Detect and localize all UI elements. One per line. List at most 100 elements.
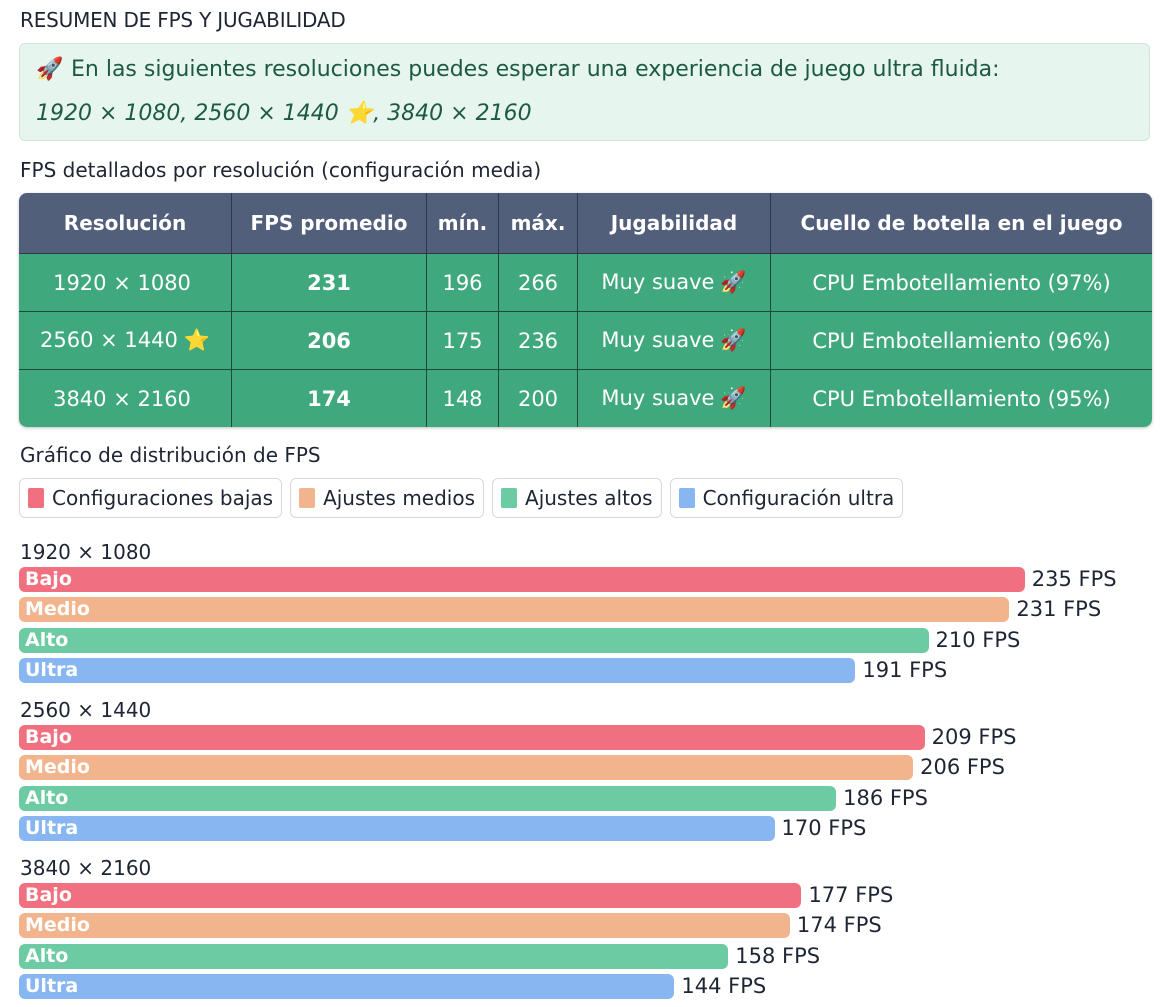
legend-swatch-low	[28, 488, 44, 508]
cell-avg-fps: 206	[232, 312, 427, 370]
cell-min-text: 175	[442, 328, 483, 353]
bar-ultra: Ultra	[19, 973, 675, 999]
cell-min-text: 196	[442, 270, 483, 295]
cell-playability-text: Muy suave	[601, 386, 715, 410]
bar-medium: Medio	[19, 755, 914, 781]
bar-value-label: 170 FPS	[781, 815, 867, 840]
cell-bottleneck: CPU Embotellamiento (97%)	[771, 254, 1152, 312]
cell-avg-fps: 174	[232, 370, 427, 427]
cell-bottleneck: CPU Embotellamiento (95%)	[771, 370, 1152, 427]
cell-playability-text: Muy suave	[601, 270, 715, 294]
legend-item-medium[interactable]: Ajustes medios	[290, 478, 485, 518]
chart-legend: Configuraciones bajas Ajustes medios Aju…	[19, 478, 904, 518]
cell-bottleneck-text: CPU Embotellamiento (95%)	[812, 386, 1111, 411]
bar-low: Bajo	[19, 725, 925, 750]
cell-resolution-text: 1920 × 1080	[53, 270, 191, 295]
bar-value-label: 209 FPS	[931, 725, 1017, 749]
cell-avg-fps: 231	[232, 254, 427, 312]
legend-label: Ajustes altos	[525, 486, 653, 510]
bar-label: Bajo	[25, 884, 72, 906]
cell-playability: Muy suave 🚀	[578, 254, 771, 312]
rocket-icon: 🚀	[36, 57, 64, 82]
legend-item-low[interactable]: Configuraciones bajas	[19, 478, 283, 518]
bar-high: Alto	[19, 785, 837, 811]
table-row: 1920 × 1080 231 196 266 Muy suave 🚀 CPU Embote…	[19, 254, 1152, 312]
bar-value-label: 210 FPS	[935, 627, 1021, 652]
group-label: 2560 × 1440	[20, 698, 152, 722]
bar-label: Bajo	[25, 726, 72, 748]
cell-min-text: 148	[442, 386, 483, 411]
table-row: 3840 × 2160 174 148 200 Muy suave 🚀 CPU Embote…	[19, 370, 1152, 427]
cell-max-text: 200	[517, 386, 559, 411]
cell-avg-fps-text: 206	[307, 328, 351, 353]
legend-item-high[interactable]: Ajustes altos	[492, 478, 662, 518]
cell-playability: Muy suave 🚀	[578, 312, 771, 370]
cell-resolution: 3840 × 2160	[19, 370, 232, 427]
callout-box: 🚀 En las siguientes resoluciones puedes …	[19, 43, 1150, 141]
table-header-row: Resolución FPS promedio mín. máx. Jugabi…	[19, 193, 1152, 254]
cell-bottleneck-text: CPU Embotellamiento (97%)	[812, 270, 1111, 295]
fps-table: Resolución FPS promedio mín. máx. Jugabi…	[19, 193, 1152, 427]
bar-label: Medio	[25, 756, 90, 779]
legend-swatch-ultra	[678, 488, 695, 508]
cell-resolution-text: 3840 × 2160	[53, 386, 191, 411]
callout-text: En las siguientes resoluciones puedes es…	[71, 57, 1000, 82]
bar-high: Alto	[19, 627, 929, 653]
bar-value-label: 191 FPS	[862, 657, 948, 682]
header-min: mín.	[427, 193, 499, 254]
bar-label: Ultra	[25, 658, 79, 681]
bar-label: Alto	[25, 628, 69, 651]
bar-value-label: 235 FPS	[1031, 567, 1117, 591]
bar-value-label: 206 FPS	[920, 755, 1005, 780]
bar-ultra: Ultra	[19, 657, 856, 683]
bar-value-label: 177 FPS	[808, 883, 894, 907]
cell-max: 200	[499, 370, 578, 427]
bar-low: Bajo	[19, 883, 802, 908]
legend-swatch-high	[501, 488, 518, 508]
bar-value-label: 231 FPS	[1016, 597, 1102, 622]
cell-playability: Muy suave 🚀	[578, 370, 771, 427]
legend-label: Configuración ultra	[702, 486, 895, 510]
legend-label: Ajustes medios	[323, 486, 476, 510]
legend-item-ultra[interactable]: Configuración ultra	[669, 478, 904, 518]
cell-resolution: 1920 × 1080	[19, 254, 232, 312]
callout-resolutions-tail: , 3840 × 2160	[373, 101, 532, 126]
chart-title: Gráfico de distribución de FPS	[20, 443, 321, 467]
cell-max: 266	[499, 254, 578, 312]
bar-value-label: 174 FPS	[796, 913, 882, 938]
bar-label: Alto	[25, 786, 69, 809]
legend-swatch-medium	[299, 488, 316, 508]
table-row: 2560 × 1440 ⭐ 206 175 236 Muy suave 🚀 CPU Embot…	[19, 312, 1152, 370]
cell-max: 236	[499, 312, 578, 370]
cell-avg-fps-text: 174	[307, 386, 351, 411]
cell-max-text: 266	[517, 270, 559, 295]
group-label: 1920 × 1080	[20, 540, 152, 564]
bar-medium: Medio	[19, 597, 1010, 623]
callout-resolutions: 1920 × 1080, 2560 × 1440	[36, 101, 339, 126]
header-bottleneck: Cuello de botella en el juego	[771, 193, 1152, 254]
cell-min: 175	[427, 312, 499, 370]
bar-label: Medio	[25, 598, 90, 621]
header-max: máx.	[499, 193, 578, 254]
star-icon: ⭐	[183, 328, 210, 352]
cell-playability-text: Muy suave	[601, 328, 715, 352]
rocket-icon: 🚀	[720, 386, 747, 410]
cell-bottleneck: CPU Embotellamiento (96%)	[771, 312, 1152, 370]
bar-label: Alto	[25, 944, 69, 967]
bar-medium: Medio	[19, 913, 790, 939]
bar-value-label: 144 FPS	[681, 973, 767, 998]
star-icon: ⭐	[345, 101, 374, 126]
cell-resolution: 2560 × 1440 ⭐	[19, 312, 232, 370]
bar-high: Alto	[19, 943, 729, 969]
bar-value-label: 186 FPS	[843, 785, 928, 810]
bar-label: Ultra	[25, 974, 79, 997]
header-playability: Jugabilidad	[578, 193, 771, 254]
cell-max-text: 236	[517, 328, 559, 353]
page-title: RESUMEN DE FPS Y JUGABILIDAD	[20, 8, 346, 32]
bar-low: Bajo	[19, 567, 1025, 592]
table-title: FPS detallados por resolución (configura…	[20, 158, 542, 182]
cell-avg-fps-text: 231	[307, 270, 351, 295]
cell-min: 148	[427, 370, 499, 427]
bar-label: Ultra	[25, 816, 79, 839]
header-resolution: Resolución	[19, 193, 232, 254]
